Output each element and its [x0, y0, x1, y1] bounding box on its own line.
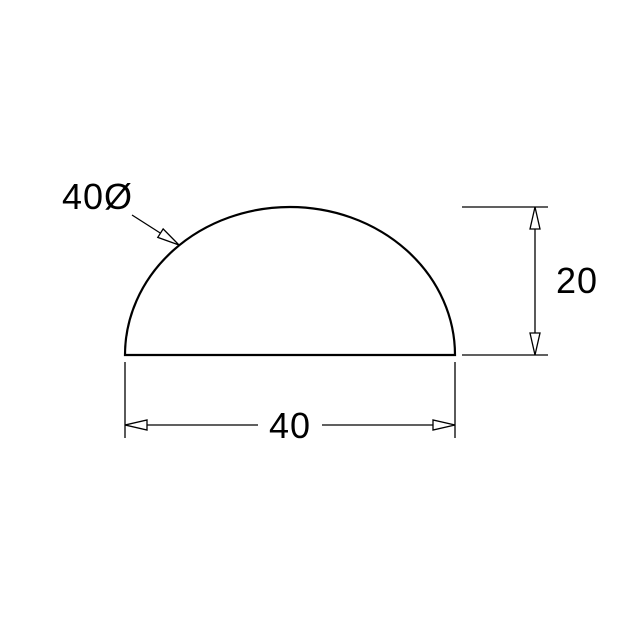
- dim-diameter-label: 40Ø: [62, 176, 133, 217]
- dim-height-label: 20: [556, 260, 598, 301]
- dim-width-label: 40: [269, 405, 311, 446]
- tech-drawing-canvas: 40 20 40Ø: [0, 0, 640, 640]
